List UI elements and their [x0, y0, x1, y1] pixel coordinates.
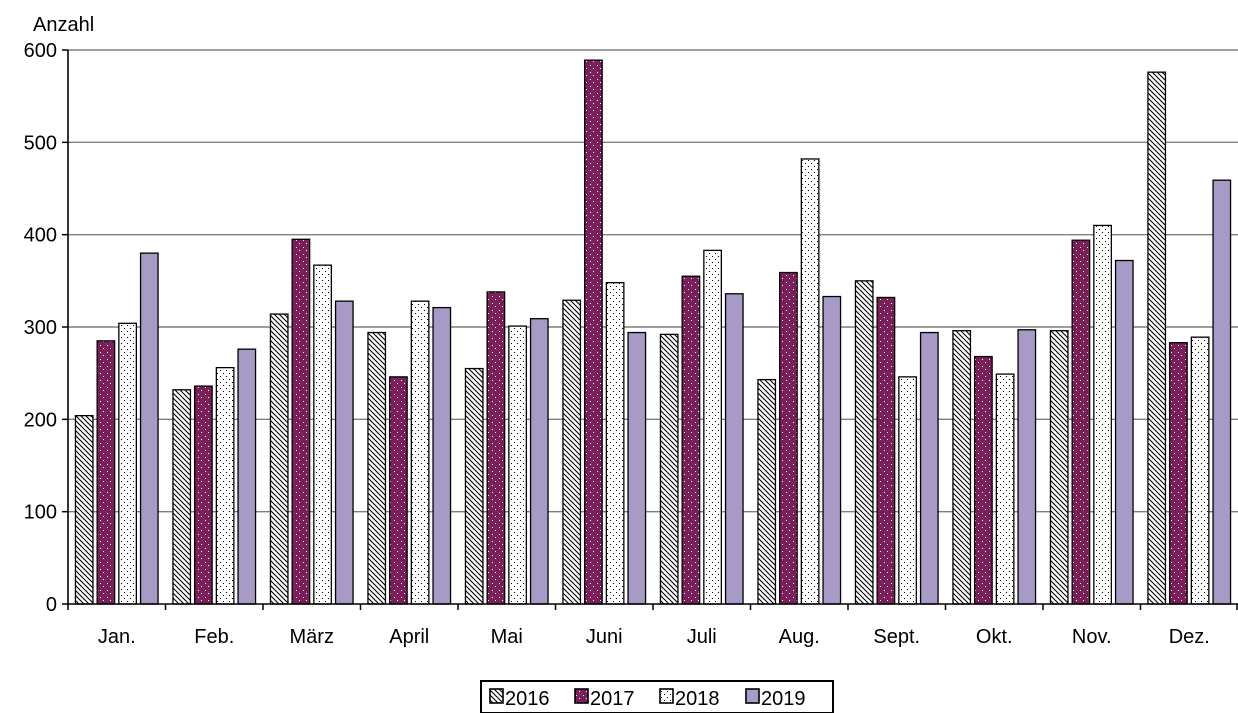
x-tick-label: Feb.: [194, 626, 234, 648]
bar-2018: [410, 300, 430, 605]
bar-2018: [605, 282, 625, 605]
bar-2019: [1114, 259, 1134, 605]
x-tick-label: Mai: [491, 626, 523, 648]
bar-2019: [432, 306, 452, 605]
bar-2019: [529, 318, 549, 605]
bar-2017: [584, 59, 603, 605]
bar-2016: [562, 299, 582, 605]
legend-label-2019: 2019: [761, 688, 806, 710]
y-tick-label: 300: [24, 317, 57, 339]
y-tick-label: 200: [24, 409, 57, 431]
y-tick-label: 400: [24, 225, 57, 247]
x-tick-label: Sept.: [873, 626, 920, 648]
bar-2017: [1071, 239, 1091, 605]
bar-2018: [118, 322, 137, 605]
bar-2018: [703, 249, 722, 605]
bar-2016: [854, 280, 874, 605]
legend-label-2017: 2017: [590, 688, 635, 710]
bar-2017: [388, 376, 408, 605]
bar-2019: [1212, 179, 1232, 605]
bar-2019: [1017, 329, 1037, 605]
y-tick-label: 600: [24, 40, 57, 62]
bar-2017: [291, 238, 311, 605]
bar-2016: [464, 367, 484, 605]
bar-2016: [172, 389, 192, 605]
bar-2019: [822, 295, 842, 605]
bar-2016: [74, 414, 94, 605]
x-tick-label: Dez.: [1169, 626, 1210, 648]
legend-swatch-2016: [489, 688, 504, 704]
bar-2016: [1049, 330, 1069, 605]
axes: [62, 49, 1238, 610]
legend-label-2016: 2016: [505, 688, 550, 710]
bar-2016: [952, 330, 972, 605]
legend-swatch-2017: [574, 688, 589, 704]
y-tick-label: 0: [46, 594, 57, 616]
legend-swatch-2018: [659, 688, 674, 704]
legend: 2016 2017 2018 2019: [480, 680, 834, 713]
bar-2019: [724, 293, 744, 605]
bar-2019: [139, 252, 159, 605]
bar-2018: [313, 264, 333, 605]
legend-swatch-2019: [745, 688, 760, 704]
bar-2018: [800, 158, 820, 605]
y-tick-labels: 0 100 200 300 400 500 600: [24, 40, 57, 616]
bar-2019: [919, 331, 939, 605]
bar-2018: [508, 325, 528, 605]
bar-2018: [215, 366, 235, 605]
bar-2016: [367, 331, 387, 605]
x-tick-labels: Jan. Feb. März April Mai Juni Juli Aug. Sept. Okt…: [98, 626, 1210, 648]
bar-2017: [876, 296, 896, 605]
bar-2017: [681, 275, 701, 605]
legend-frame: [480, 680, 834, 713]
bar-2019: [627, 331, 647, 605]
x-tick-label: Nov.: [1072, 626, 1112, 648]
x-tick-label: Okt.: [976, 626, 1013, 648]
bar-2018: [1093, 224, 1112, 605]
bar-2018: [898, 376, 917, 605]
x-tick-label: Juli: [687, 626, 717, 648]
bar-2016: [1147, 71, 1167, 605]
legend-label-2018: 2018: [675, 688, 720, 710]
bar-2017: [1169, 342, 1188, 605]
bar-2017: [96, 340, 116, 605]
gridlines: [68, 49, 1238, 513]
x-tick-label: Juni: [586, 626, 623, 648]
bar-2017: [486, 291, 506, 605]
bar-2017: [193, 385, 213, 605]
bar-2016: [659, 333, 679, 605]
bar-2017: [779, 271, 798, 605]
bar-2016: [269, 313, 289, 605]
bar-2016: [757, 378, 777, 605]
x-tick-label: Aug.: [779, 626, 820, 648]
y-axis-label: Anzahl: [33, 14, 94, 36]
x-tick-label: März: [290, 626, 334, 648]
bar-2019: [334, 300, 354, 605]
x-tick-label: Jan.: [98, 626, 136, 648]
y-tick-label: 500: [24, 132, 57, 154]
bar-2017: [974, 355, 993, 605]
bar-2018: [1190, 336, 1210, 605]
bar-2019: [237, 348, 257, 605]
bar-2018: [995, 373, 1015, 605]
y-tick-label: 100: [24, 502, 57, 524]
x-tick-label: April: [389, 626, 429, 648]
